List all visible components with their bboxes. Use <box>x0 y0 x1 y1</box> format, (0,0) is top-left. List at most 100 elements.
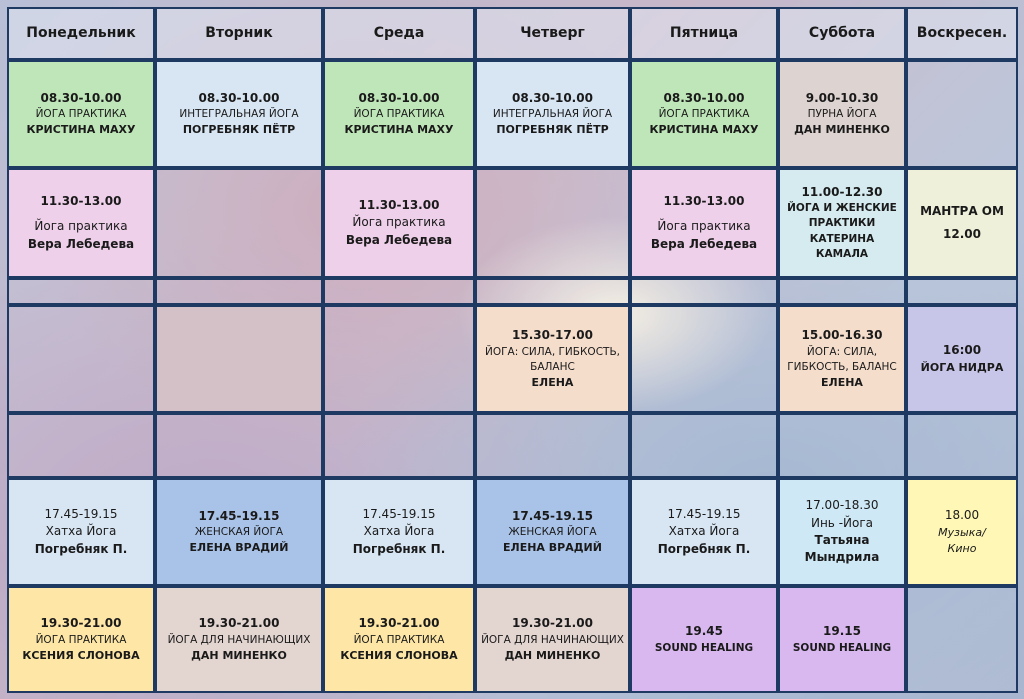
class-teacher: ДАН МИНЕНКО <box>504 648 601 662</box>
class-cell-mon-5: 19.30-21.00 ЙОГА ПРАКТИКА КСЕНИЯ СЛОНОВА <box>7 586 155 693</box>
class-cell-wed-1: 08.30-10.00 ЙОГА ПРАКТИКА КРИСТИНА МАХУ <box>323 60 475 168</box>
class-time: 17.45-19.15 <box>362 506 436 521</box>
empty-cell <box>155 278 323 305</box>
class-time: 19.30-21.00 <box>40 616 122 631</box>
class-time: 15.00-16.30 <box>801 328 883 343</box>
class-cell-mon-2: 11.30-13.00 Йога практика Вера Лебедева <box>7 168 155 278</box>
empty-cell <box>906 278 1018 305</box>
class-name: ЖЕНСКАЯ ЙОГА <box>508 526 597 539</box>
class-teacher: Погребняк П. <box>352 541 446 556</box>
class-time: 17.45-19.15 <box>198 508 280 523</box>
class-cell-mon-1: 08.30-10.00 ЙОГА ПРАКТИКА КРИСТИНА МАХУ <box>7 60 155 168</box>
class-teacher: ДАН МИНЕНКО <box>191 648 287 662</box>
class-time: 12.00 <box>943 227 981 241</box>
header-thursday: Четверг <box>475 7 630 60</box>
empty-cell <box>475 278 630 305</box>
class-cell-thu-3: 15.30-17.00 ЙОГА: СИЛА, ГИБКОСТЬ, БАЛАНС… <box>475 305 630 413</box>
empty-cell <box>906 586 1018 693</box>
class-cell-fri-4: 17.45-19.15 Хатха Йога Погребняк П. <box>630 478 778 586</box>
header-saturday: Суббота <box>778 7 906 60</box>
class-name: SOUND HEALING <box>792 641 892 654</box>
class-time: 08.30-10.00 <box>358 90 440 105</box>
class-cell-thu-4: 17.45-19.15 ЖЕНСКАЯ ЙОГА ЕЛЕНА ВРАДИЙ <box>475 478 630 586</box>
class-name: БАЛАНС <box>530 360 575 373</box>
empty-cell <box>323 278 475 305</box>
class-time: 08.30-10.00 <box>198 90 280 105</box>
class-name: Кино <box>947 541 977 555</box>
empty-cell <box>906 413 1018 478</box>
class-cell-fri-5: 19.45 SOUND HEALING <box>630 586 778 693</box>
class-cell-fri-1: 08.30-10.00 ЙОГА ПРАКТИКА КРИСТИНА МАХУ <box>630 60 778 168</box>
class-cell-fri-2: 11.30-13.00 Йога практика Вера Лебедева <box>630 168 778 278</box>
empty-cell <box>475 413 630 478</box>
class-cell-thu-1: 08.30-10.00 ИНТЕГРАЛЬНАЯ ЙОГА ПОГРЕБНЯК … <box>475 60 630 168</box>
class-teacher: КРИСТИНА МАХУ <box>649 123 759 137</box>
class-cell-sun-2: МАНТРА ОМ 12.00 <box>906 168 1018 278</box>
day-label: Воскресен. <box>916 25 1008 42</box>
header-friday: Пятница <box>630 7 778 60</box>
day-label: Вторник <box>205 25 273 42</box>
class-teacher: Погребняк П. <box>657 541 751 556</box>
class-cell-sat-5: 19.15 SOUND HEALING <box>778 586 906 693</box>
class-time: 19.30-21.00 <box>512 616 593 631</box>
class-teacher: Татьяна <box>814 533 870 547</box>
class-time: 11.30-13.00 <box>358 197 440 212</box>
class-time: 17.00-18.30 <box>805 498 879 513</box>
class-teacher: ЕЛЕНА <box>531 375 574 389</box>
class-name: ИНТЕГРАЛЬНАЯ ЙОГА <box>492 108 613 121</box>
class-name: ЙОГА НИДРА <box>920 360 1004 374</box>
class-time: 17.45-19.15 <box>512 508 593 523</box>
empty-cell <box>778 413 906 478</box>
header-monday: Понедельник <box>7 7 155 60</box>
class-teacher: Мындрила <box>804 550 880 565</box>
header-tuesday: Вторник <box>155 7 323 60</box>
empty-cell <box>630 413 778 478</box>
class-name: Йога практика <box>657 219 751 234</box>
class-name: Хатха Йога <box>668 524 740 539</box>
class-time: 19.30-21.00 <box>198 616 280 631</box>
day-label: Четверг <box>520 25 585 42</box>
class-teacher: ПОГРЕБНЯК ПЁТР <box>496 123 609 137</box>
class-teacher: ДАН МИНЕНКО <box>794 123 890 137</box>
class-time: 19.30-21.00 <box>358 616 440 631</box>
class-name: ЙОГА ДЛЯ НАЧИНАЮЩИХ <box>167 633 311 646</box>
empty-cell <box>630 278 778 305</box>
empty-cell <box>7 278 155 305</box>
class-cell-wed-5: 19.30-21.00 ЙОГА ПРАКТИКА КСЕНИЯ СЛОНОВА <box>323 586 475 693</box>
class-name: ЙОГА ПРАКТИКА <box>658 108 750 121</box>
class-time: 11.30-13.00 <box>663 193 745 208</box>
class-name: ЙОГА И ЖЕНСКИЕ <box>787 202 897 215</box>
class-name: ЙОГА: СИЛА, ГИБКОСТЬ, <box>485 345 620 358</box>
class-teacher: КРИСТИНА МАХУ <box>26 123 136 137</box>
class-teacher: КСЕНИЯ СЛОНОВА <box>340 648 458 662</box>
class-teacher: Вера Лебедева <box>345 232 453 247</box>
class-teacher: КРИСТИНА МАХУ <box>344 123 454 137</box>
empty-cell <box>155 305 323 413</box>
class-cell-tue-4: 17.45-19.15 ЖЕНСКАЯ ЙОГА ЕЛЕНА ВРАДИЙ <box>155 478 323 586</box>
class-cell-sun-3: 16:00 ЙОГА НИДРА <box>906 305 1018 413</box>
class-teacher: ПОГРЕБНЯК ПЁТР <box>182 123 296 137</box>
class-time: 16:00 <box>942 343 982 358</box>
class-cell-wed-4: 17.45-19.15 Хатха Йога Погребняк П. <box>323 478 475 586</box>
class-cell-tue-1: 08.30-10.00 ИНТЕГРАЛЬНАЯ ЙОГА ПОГРЕБНЯК … <box>155 60 323 168</box>
class-name: ПУРНА ЙОГА <box>807 108 877 121</box>
class-teacher: ЕЛЕНА ВРАДИЙ <box>189 541 289 555</box>
class-cell-sat-4: 17.00-18.30 Инь -Йога Татьяна Мындрила <box>778 478 906 586</box>
class-time: 18.00 <box>944 508 980 523</box>
class-cell-wed-2: 11.30-13.00 Йога практика Вера Лебедева <box>323 168 475 278</box>
class-name: МАНТРА ОМ <box>920 203 1004 218</box>
class-name: ЙОГА ПРАКТИКА <box>35 108 127 121</box>
day-label: Суббота <box>808 25 876 42</box>
class-name: Хатха Йога <box>363 524 435 539</box>
class-cell-sun-4: 18.00 Музыка/ Кино <box>906 478 1018 586</box>
class-time: 08.30-10.00 <box>40 90 122 105</box>
class-teacher: ЕЛЕНА ВРАДИЙ <box>503 541 602 555</box>
class-time: 08.30-10.00 <box>663 90 745 105</box>
empty-cell <box>323 305 475 413</box>
day-label: Среда <box>373 25 425 42</box>
class-cell-sat-1: 9.00-10.30 ПУРНА ЙОГА ДАН МИНЕНКО <box>778 60 906 168</box>
class-time: 19.45 <box>685 624 723 639</box>
class-name: ГИБКОСТЬ, БАЛАНС <box>787 360 897 373</box>
class-name: Йога практика <box>352 215 446 230</box>
class-name: Музыка/ <box>938 525 986 539</box>
